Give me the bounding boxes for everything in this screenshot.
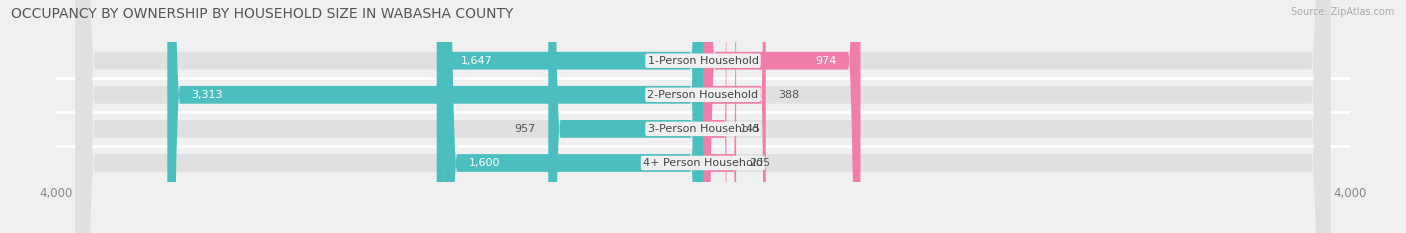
FancyBboxPatch shape <box>703 0 727 233</box>
Text: 957: 957 <box>515 124 536 134</box>
Text: 1,600: 1,600 <box>468 158 501 168</box>
Text: 145: 145 <box>740 124 761 134</box>
Text: 4+ Person Household: 4+ Person Household <box>643 158 763 168</box>
FancyBboxPatch shape <box>76 0 1330 233</box>
Text: 205: 205 <box>749 158 770 168</box>
FancyBboxPatch shape <box>703 0 737 233</box>
Text: 1-Person Household: 1-Person Household <box>648 56 758 66</box>
FancyBboxPatch shape <box>76 0 1330 233</box>
FancyBboxPatch shape <box>703 0 766 233</box>
Text: OCCUPANCY BY OWNERSHIP BY HOUSEHOLD SIZE IN WABASHA COUNTY: OCCUPANCY BY OWNERSHIP BY HOUSEHOLD SIZE… <box>11 7 513 21</box>
Text: Source: ZipAtlas.com: Source: ZipAtlas.com <box>1291 7 1395 17</box>
Text: 388: 388 <box>779 90 800 100</box>
Text: 3-Person Household: 3-Person Household <box>648 124 758 134</box>
Text: 1,647: 1,647 <box>461 56 492 66</box>
FancyBboxPatch shape <box>437 0 703 233</box>
Text: 3,313: 3,313 <box>191 90 224 100</box>
FancyBboxPatch shape <box>703 0 860 233</box>
FancyBboxPatch shape <box>444 0 703 233</box>
Text: 2-Person Household: 2-Person Household <box>647 90 759 100</box>
FancyBboxPatch shape <box>76 0 1330 233</box>
FancyBboxPatch shape <box>76 0 1330 233</box>
FancyBboxPatch shape <box>167 0 703 233</box>
Text: 974: 974 <box>815 56 837 66</box>
FancyBboxPatch shape <box>548 0 703 233</box>
